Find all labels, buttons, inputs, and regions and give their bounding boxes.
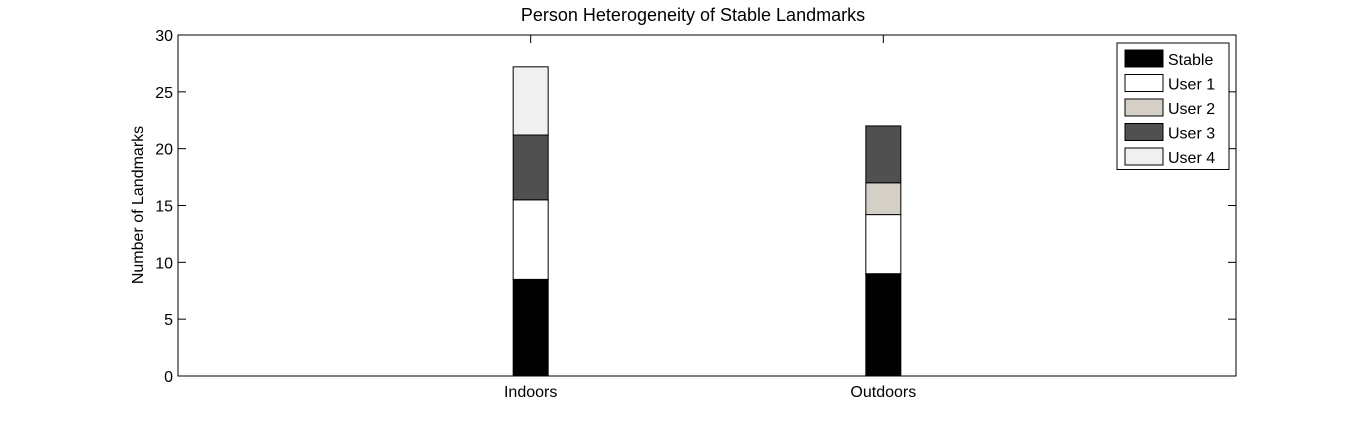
bar-segment — [512, 134, 549, 201]
y-axis-ticks: 0 5 10 15 20 25 30 — [155, 28, 1236, 386]
legend-swatch — [1124, 74, 1164, 92]
legend-swatch — [1124, 123, 1164, 141]
y-axis-label: Number of Landmarks — [130, 126, 147, 284]
x-axis-ticks: Indoors Outdoors — [504, 35, 916, 401]
bar-segment — [865, 273, 902, 377]
y-tick-label: 15 — [155, 199, 173, 216]
chart-title: Person Heterogeneity of Stable Landmarks — [521, 5, 865, 25]
legend-label: User 1 — [1168, 77, 1215, 94]
legend-label: User 4 — [1168, 150, 1215, 167]
y-tick-label: 5 — [164, 312, 173, 329]
bar-segment — [512, 66, 549, 136]
y-tick-label: 25 — [155, 85, 173, 102]
legend-label: User 2 — [1168, 101, 1215, 118]
legend-swatch — [1124, 98, 1164, 117]
legend: Stable User 1 User 2 User 3 User 4 — [1116, 42, 1230, 170]
bar-segment — [865, 182, 902, 216]
plot-area-frame — [177, 34, 1237, 377]
legend-swatch — [1124, 147, 1164, 166]
y-tick-label: 0 — [164, 369, 173, 386]
bar-segment — [865, 125, 902, 184]
bars-group — [512, 66, 902, 377]
y-tick-label: 30 — [155, 28, 173, 45]
y-tick-label: 20 — [155, 142, 173, 159]
x-tick-label: Outdoors — [850, 384, 916, 401]
bar-segment — [512, 278, 549, 377]
x-tick-label: Indoors — [504, 384, 557, 401]
bar-segment — [865, 214, 902, 275]
legend-swatch — [1124, 49, 1164, 68]
legend-label: Stable — [1168, 52, 1213, 69]
bar-segment — [512, 199, 549, 280]
y-tick-label: 10 — [155, 255, 173, 272]
legend-label: User 3 — [1168, 126, 1215, 143]
